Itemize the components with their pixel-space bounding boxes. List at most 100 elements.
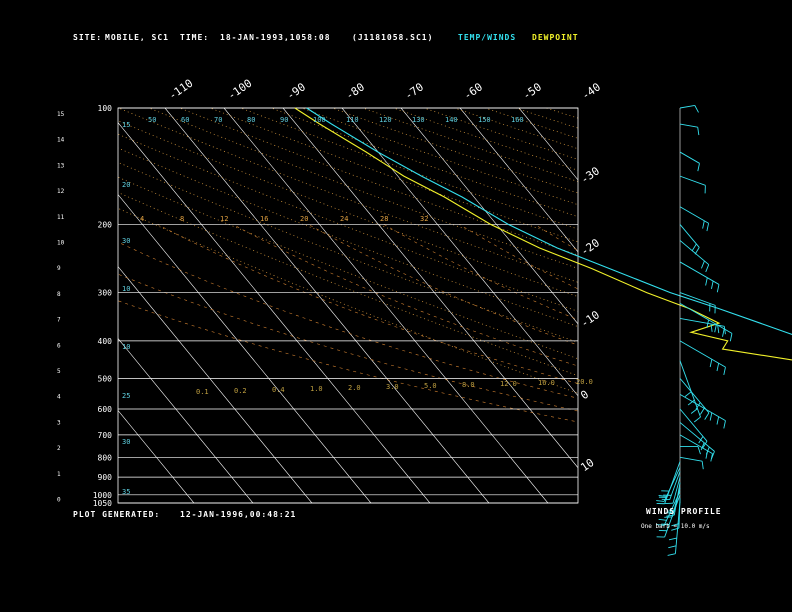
height-tick-label: 3 bbox=[57, 419, 61, 426]
top-temp-label: -100 bbox=[225, 77, 254, 103]
top-temp-label: -70 bbox=[402, 80, 426, 102]
wind-barb-flag bbox=[700, 442, 705, 451]
isotherm bbox=[118, 122, 431, 503]
dry-adiabat-label: 4 bbox=[140, 215, 144, 223]
dry-adiabat bbox=[484, 108, 578, 139]
wind-barb-flag bbox=[658, 518, 667, 521]
left-edge-label: 30 bbox=[122, 438, 130, 446]
theta-label: 70 bbox=[214, 116, 222, 124]
wind-barb bbox=[664, 461, 681, 504]
right-temp-label: -20 bbox=[578, 236, 602, 258]
wind-barb-flag bbox=[687, 399, 695, 406]
wind-barb bbox=[679, 151, 700, 164]
wind-barb-flag bbox=[711, 451, 715, 459]
theta-label: 150 bbox=[478, 116, 491, 124]
profile-lines bbox=[294, 107, 792, 361]
wind-barb-flag bbox=[709, 412, 713, 421]
wind-barb-flag bbox=[706, 223, 710, 232]
theta-label: 160 bbox=[511, 116, 524, 124]
dry-adiabat bbox=[118, 147, 578, 327]
plot-generated-value: 12-JAN-1996,00:48:21 bbox=[180, 510, 297, 519]
dry-adiabat-label: 28 bbox=[380, 215, 388, 223]
height-tick-label: 9 bbox=[57, 265, 61, 272]
height-tick-label: 13 bbox=[57, 162, 65, 169]
mixing-ratio-label: 0.2 bbox=[234, 387, 247, 395]
dry-adiabat bbox=[332, 108, 578, 194]
moist-adiabat bbox=[118, 241, 578, 399]
dry-adiabat bbox=[454, 108, 578, 150]
wind-barb bbox=[679, 434, 713, 455]
dry-adiabat bbox=[118, 176, 578, 360]
dry-adiabat-label: 16 bbox=[260, 215, 268, 223]
left-edge-label: 35 bbox=[122, 488, 130, 496]
wind-barb bbox=[679, 123, 698, 128]
height-tick-label: 6 bbox=[57, 342, 61, 349]
wind-barb-flag bbox=[667, 509, 676, 512]
isotherm bbox=[282, 108, 578, 469]
dry-adiabat-label: 8 bbox=[180, 215, 184, 223]
wind-barb-flag bbox=[699, 407, 705, 415]
wind-barb-flag bbox=[723, 367, 726, 376]
mixing-ratio-label: 8.0 bbox=[462, 381, 475, 389]
isotherm bbox=[518, 108, 578, 181]
wind-barb-flag bbox=[668, 537, 677, 541]
wind-barb bbox=[679, 175, 706, 186]
wind-barb-flag bbox=[668, 545, 677, 549]
right-temp-label: -10 bbox=[578, 308, 602, 330]
mixing-ratio-label: 5.0 bbox=[424, 382, 437, 390]
dry-adiabat bbox=[271, 108, 578, 218]
wind-barb-flag bbox=[701, 461, 704, 470]
height-tick-label: 12 bbox=[57, 188, 65, 195]
wind-barb-flag bbox=[711, 280, 714, 289]
wind-barb bbox=[679, 408, 708, 442]
pressure-label: 1050 bbox=[93, 499, 112, 508]
theta-label: 100 bbox=[313, 116, 326, 124]
wind-barb bbox=[679, 378, 710, 414]
temp-legend: TEMP/WINDS bbox=[458, 33, 517, 42]
isotherm bbox=[577, 108, 578, 109]
isotherm bbox=[118, 194, 372, 503]
wind-profile bbox=[656, 104, 733, 556]
dry-adiabat bbox=[362, 108, 578, 182]
pressure-label: 1000 bbox=[93, 491, 112, 500]
pressure-label: 100 bbox=[98, 104, 113, 113]
pressure-label: 900 bbox=[98, 473, 113, 482]
site-label: SITE: bbox=[73, 33, 103, 42]
wind-barb-flag bbox=[684, 391, 692, 397]
mixing-ratio-label: 3.0 bbox=[386, 383, 399, 391]
dry-adiabat bbox=[607, 108, 792, 503]
wind-barb-flag bbox=[667, 553, 676, 556]
wind-barb bbox=[679, 240, 710, 265]
theta-label: 120 bbox=[379, 116, 392, 124]
wind-barb-flag bbox=[704, 412, 710, 420]
dewpoint-legend: DEWPOINT bbox=[532, 33, 579, 42]
theta-label: 130 bbox=[412, 116, 425, 124]
pressure-label: 500 bbox=[98, 374, 113, 383]
height-tick-label: 11 bbox=[57, 214, 65, 221]
left-edge-label: 15 bbox=[122, 121, 130, 129]
wind-barb-flag bbox=[706, 319, 710, 328]
wind-barb-flag bbox=[671, 527, 680, 531]
winds-profile-title: WINDS PROFILE bbox=[646, 507, 722, 516]
pressure-label: 800 bbox=[98, 453, 113, 462]
wind-barb-flag bbox=[701, 260, 705, 269]
dry-adiabat bbox=[118, 108, 578, 283]
plot-border bbox=[117, 107, 579, 504]
wind-barb-flag bbox=[705, 277, 708, 286]
wind-barb-flag bbox=[705, 446, 710, 455]
wind-barb-flag bbox=[717, 325, 720, 334]
top-temp-label: -110 bbox=[166, 77, 195, 103]
left-edge-label: 10 bbox=[122, 343, 130, 351]
file-name: (J1181058.SC1) bbox=[352, 33, 434, 42]
mixing-ratio-label: 1.0 bbox=[310, 385, 323, 393]
dry-adiabat-label: 12 bbox=[220, 215, 228, 223]
height-tick-label: 8 bbox=[57, 291, 61, 298]
pressure-label: 300 bbox=[98, 289, 113, 298]
mixing-ratio-label: 2.0 bbox=[348, 384, 361, 392]
wind-barb-flag bbox=[698, 436, 704, 444]
moist-adiabat bbox=[157, 224, 578, 384]
dry-adiabat-label: 32 bbox=[420, 215, 428, 223]
right-temp-label: 0 bbox=[578, 388, 591, 402]
theta-label: 90 bbox=[280, 116, 288, 124]
